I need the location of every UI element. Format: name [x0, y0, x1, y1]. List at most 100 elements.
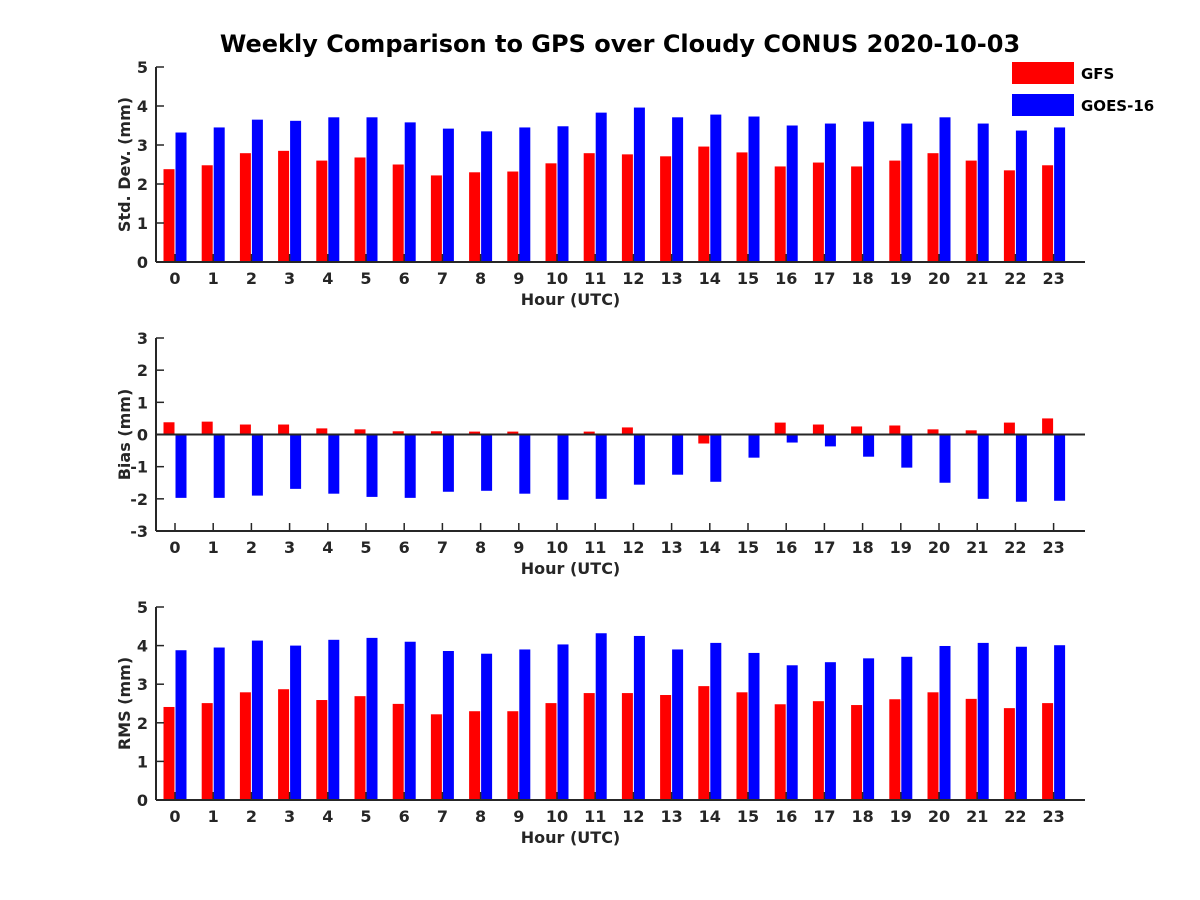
x-tick-label-std: 20	[928, 269, 950, 288]
bar-bias-goes16-6	[404, 434, 416, 498]
bar-rms-gfs-6	[392, 703, 404, 800]
x-axis-label-std: Hour (UTC)	[521, 290, 621, 309]
bar-rms-gfs-18	[851, 705, 863, 800]
bar-rms-gfs-20	[927, 692, 939, 800]
bar-rms-gfs-5	[354, 696, 366, 800]
bar-rms-goes16-20	[939, 645, 951, 800]
bar-std-gfs-11	[583, 153, 595, 262]
bar-bias-goes16-20	[939, 434, 951, 483]
bar-std-gfs-10	[545, 163, 557, 262]
bar-std-gfs-9	[507, 171, 519, 262]
bar-bias-gfs-14	[698, 434, 710, 444]
bar-bias-gfs-9	[507, 431, 519, 435]
bar-bias-gfs-19	[889, 425, 901, 435]
x-tick-label-std: 16	[775, 269, 797, 288]
x-tick-label-bias: 23	[1042, 538, 1064, 557]
y-tick-label-bias: 3	[137, 329, 148, 348]
x-tick-label-bias: 2	[246, 538, 257, 557]
bar-std-goes16-16	[786, 125, 798, 262]
x-tick-label-std: 0	[169, 269, 180, 288]
x-tick-label-rms: 15	[737, 807, 759, 826]
x-tick-label-bias: 1	[208, 538, 219, 557]
x-tick-label-bias: 16	[775, 538, 797, 557]
bar-rms-goes16-10	[557, 644, 569, 800]
x-tick-label-std: 7	[437, 269, 448, 288]
bar-rms-gfs-22	[1003, 708, 1015, 800]
x-tick-label-std: 6	[399, 269, 410, 288]
x-tick-label-rms: 1	[208, 807, 219, 826]
bar-rms-goes16-9	[519, 649, 531, 800]
bar-bias-goes16-1	[213, 434, 225, 498]
x-tick-label-std: 21	[966, 269, 988, 288]
bar-std-goes16-23	[1054, 127, 1066, 262]
bar-std-gfs-12	[621, 154, 633, 262]
y-tick-label-std: 5	[137, 58, 148, 77]
bar-std-goes16-19	[901, 123, 913, 262]
x-tick-label-bias: 13	[660, 538, 682, 557]
y-tick-label-bias: -3	[130, 522, 148, 541]
bar-rms-gfs-14	[698, 686, 710, 800]
x-tick-label-std: 11	[584, 269, 606, 288]
x-tick-label-rms: 4	[322, 807, 333, 826]
bar-rms-goes16-5	[366, 637, 378, 800]
x-tick-label-std: 18	[851, 269, 873, 288]
x-tick-label-std: 22	[1004, 269, 1026, 288]
x-tick-label-std: 13	[660, 269, 682, 288]
x-tick-label-bias: 22	[1004, 538, 1026, 557]
bar-bias-goes16-19	[901, 434, 913, 468]
y-tick-label-std: 0	[137, 253, 148, 272]
y-tick-label-std: 2	[137, 175, 148, 194]
x-tick-label-std: 14	[699, 269, 721, 288]
bar-bias-gfs-3	[278, 424, 290, 435]
bar-std-gfs-1	[201, 165, 213, 262]
bar-bias-goes16-15	[748, 434, 760, 458]
bar-bias-gfs-17	[812, 424, 824, 435]
bar-bias-gfs-16	[774, 422, 786, 435]
bar-bias-goes16-17	[824, 434, 836, 447]
bar-bias-goes16-5	[366, 434, 378, 497]
x-tick-label-std: 2	[246, 269, 257, 288]
x-tick-label-bias: 9	[513, 538, 524, 557]
x-tick-label-rms: 6	[399, 807, 410, 826]
bar-rms-gfs-19	[889, 699, 901, 800]
bar-bias-goes16-0	[175, 434, 187, 498]
bar-std-gfs-20	[927, 153, 939, 262]
bar-std-gfs-17	[812, 162, 824, 262]
bar-rms-goes16-22	[1015, 646, 1027, 800]
bar-std-goes16-2	[251, 119, 263, 263]
x-tick-label-rms: 22	[1004, 807, 1026, 826]
x-tick-label-rms: 11	[584, 807, 606, 826]
y-tick-label-bias: 0	[137, 426, 148, 445]
bar-bias-gfs-4	[316, 428, 328, 435]
bar-std-goes16-18	[863, 121, 875, 262]
x-tick-label-rms: 13	[660, 807, 682, 826]
bar-bias-gfs-18	[851, 426, 863, 435]
x-tick-label-rms: 10	[546, 807, 568, 826]
bar-rms-gfs-16	[774, 704, 786, 800]
x-tick-label-std: 12	[622, 269, 644, 288]
y-tick-label-bias: -2	[130, 490, 148, 509]
bar-rms-gfs-11	[583, 693, 595, 800]
bar-rms-goes16-2	[251, 640, 263, 800]
x-tick-label-bias: 7	[437, 538, 448, 557]
bar-rms-gfs-13	[660, 695, 672, 800]
bar-std-goes16-6	[404, 122, 416, 262]
bar-std-gfs-6	[392, 164, 404, 262]
bar-std-goes16-17	[824, 123, 836, 262]
x-tick-label-bias: 20	[928, 538, 950, 557]
bar-rms-gfs-8	[469, 711, 481, 800]
y-tick-label-rms: 4	[137, 637, 148, 656]
bar-bias-goes16-22	[1015, 434, 1027, 502]
y-tick-label-std: 4	[137, 97, 148, 116]
bar-rms-goes16-23	[1054, 645, 1066, 800]
bar-rms-goes16-1	[213, 647, 225, 800]
bar-std-gfs-16	[774, 166, 786, 262]
bar-rms-gfs-10	[545, 703, 557, 800]
bar-std-goes16-7	[442, 128, 454, 262]
bar-rms-gfs-15	[736, 692, 748, 800]
bar-std-gfs-8	[469, 172, 481, 262]
bar-rms-goes16-17	[824, 662, 836, 800]
x-tick-label-rms: 12	[622, 807, 644, 826]
